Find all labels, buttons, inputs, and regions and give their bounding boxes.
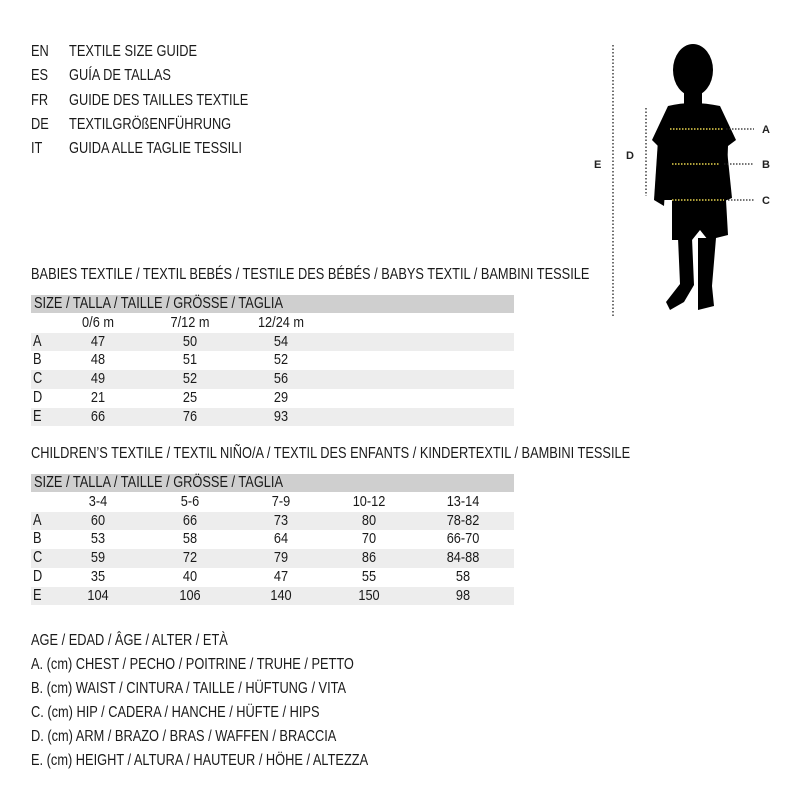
language-code: DE (31, 115, 49, 133)
cell-value: 106 (179, 586, 201, 604)
size-header: SIZE / TALLA / TAILLE / GRÖSSE / TAGLIA (34, 474, 283, 491)
cell-value: 84-88 (446, 549, 480, 567)
cell-value: 93 (273, 407, 289, 425)
row-label: C (33, 370, 43, 388)
row-stripe (31, 332, 514, 352)
legend-item: A. (cm) CHEST / PECHO / POITRINE / TRUHE… (31, 656, 354, 673)
row-label: A (33, 332, 42, 350)
legend-item: E. (cm) HEIGHT / ALTURA / HAUTEUR / HÖHE… (31, 752, 369, 769)
row-label: A (33, 511, 42, 529)
cell-value: 29 (273, 388, 289, 406)
legend-item: D. (cm) ARM / BRAZO / BRAS / WAFFEN / BR… (31, 728, 337, 745)
column-header: 7-9 (271, 493, 291, 510)
cell-value: 104 (87, 586, 109, 604)
column-header: 7/12 m (170, 314, 210, 331)
cell-value: 48 (90, 351, 106, 369)
language-code: ES (31, 67, 49, 85)
cell-value: 47 (273, 567, 289, 585)
legend-item: B. (cm) WAIST / CINTURA / TAILLE / HÜFTU… (31, 680, 347, 697)
cell-value: 47 (90, 332, 106, 350)
language-code: IT (31, 140, 43, 158)
guide-title: TEXTILGRÖßENFÜHRUNG (69, 115, 232, 133)
row-label: E (33, 586, 42, 604)
cell-value: 78-82 (446, 511, 480, 529)
language-code: FR (31, 91, 49, 109)
size-header-bar (31, 474, 514, 492)
cell-value: 50 (182, 332, 198, 350)
row-label: D (33, 567, 43, 585)
row-label: B (33, 530, 42, 548)
cell-value: 53 (90, 530, 106, 548)
cell-value: 66 (90, 407, 106, 425)
cell-value: 49 (90, 370, 106, 388)
cell-value: 66 (182, 511, 198, 529)
cell-value: 98 (455, 586, 471, 604)
column-header: 0/6 m (82, 314, 114, 331)
cell-value: 54 (273, 332, 289, 350)
guide-title: GUÍA DE TALLAS (69, 67, 171, 85)
column-header: 10-12 (352, 493, 386, 510)
cell-value: 70 (361, 530, 377, 548)
cell-value: 79 (273, 549, 289, 567)
label-b: B (762, 159, 770, 171)
row-stripe (31, 549, 514, 568)
row-label: C (33, 549, 43, 567)
babies-heading: BABIES TEXTILE / TEXTIL BEBÉS / TESTILE … (31, 266, 590, 283)
cell-value: 52 (273, 351, 289, 369)
cell-value: 58 (455, 567, 471, 585)
cell-value: 59 (90, 549, 106, 567)
cell-value: 76 (182, 407, 198, 425)
column-header: 3-4 (88, 493, 108, 510)
row-label: D (33, 388, 43, 406)
row-stripe (31, 407, 514, 427)
cell-value: 60 (90, 511, 106, 529)
row-stripe (31, 586, 514, 606)
cell-value: 64 (273, 530, 289, 548)
guide-title: GUIDA ALLE TAGLIE TESSILI (69, 140, 242, 158)
children-heading: CHILDREN’S TEXTILE / TEXTIL NIÑO/A / TEX… (31, 445, 631, 462)
cell-value: 21 (90, 388, 106, 406)
label-e: E (594, 159, 601, 171)
column-header: 5-6 (180, 493, 200, 510)
legend-item: C. (cm) HIP / CADERA / HANCHE / HÜFTE / … (31, 704, 320, 721)
cell-value: 52 (182, 370, 198, 388)
cell-value: 73 (273, 511, 289, 529)
language-code: EN (31, 43, 49, 60)
silhouette (652, 44, 736, 310)
size-header-bar (31, 295, 514, 313)
column-header: 13-14 (446, 493, 480, 510)
cell-value: 55 (361, 567, 377, 585)
cell-value: 35 (90, 567, 106, 585)
cell-value: 66-70 (446, 530, 480, 548)
cell-value: 25 (182, 388, 198, 406)
label-a: A (762, 124, 770, 136)
row-label: B (33, 351, 42, 369)
child-silhouette-figure: A B C D E (594, 44, 770, 318)
cell-value: 51 (182, 351, 198, 369)
legend-item: AGE / EDAD / ÂGE / ALTER / ETÀ (31, 632, 228, 649)
label-d: D (626, 150, 634, 162)
size-header: SIZE / TALLA / TAILLE / GRÖSSE / TAGLIA (34, 295, 283, 312)
row-stripe (31, 511, 514, 531)
cell-value: 72 (182, 549, 198, 567)
guide-title: GUIDE DES TAILLES TEXTILE (69, 91, 249, 109)
label-c: C (762, 195, 770, 207)
cell-value: 140 (270, 586, 292, 604)
cell-value: 40 (182, 567, 198, 585)
cell-value: 56 (273, 370, 289, 388)
cell-value: 86 (361, 549, 377, 567)
row-stripe (31, 370, 514, 389)
cell-value: 150 (358, 586, 380, 604)
row-label: E (33, 407, 42, 425)
cell-value: 58 (182, 530, 198, 548)
guide-title: TEXTILE SIZE GUIDE (69, 43, 198, 60)
cell-value: 80 (361, 511, 377, 529)
column-header: 12/24 m (257, 314, 305, 331)
